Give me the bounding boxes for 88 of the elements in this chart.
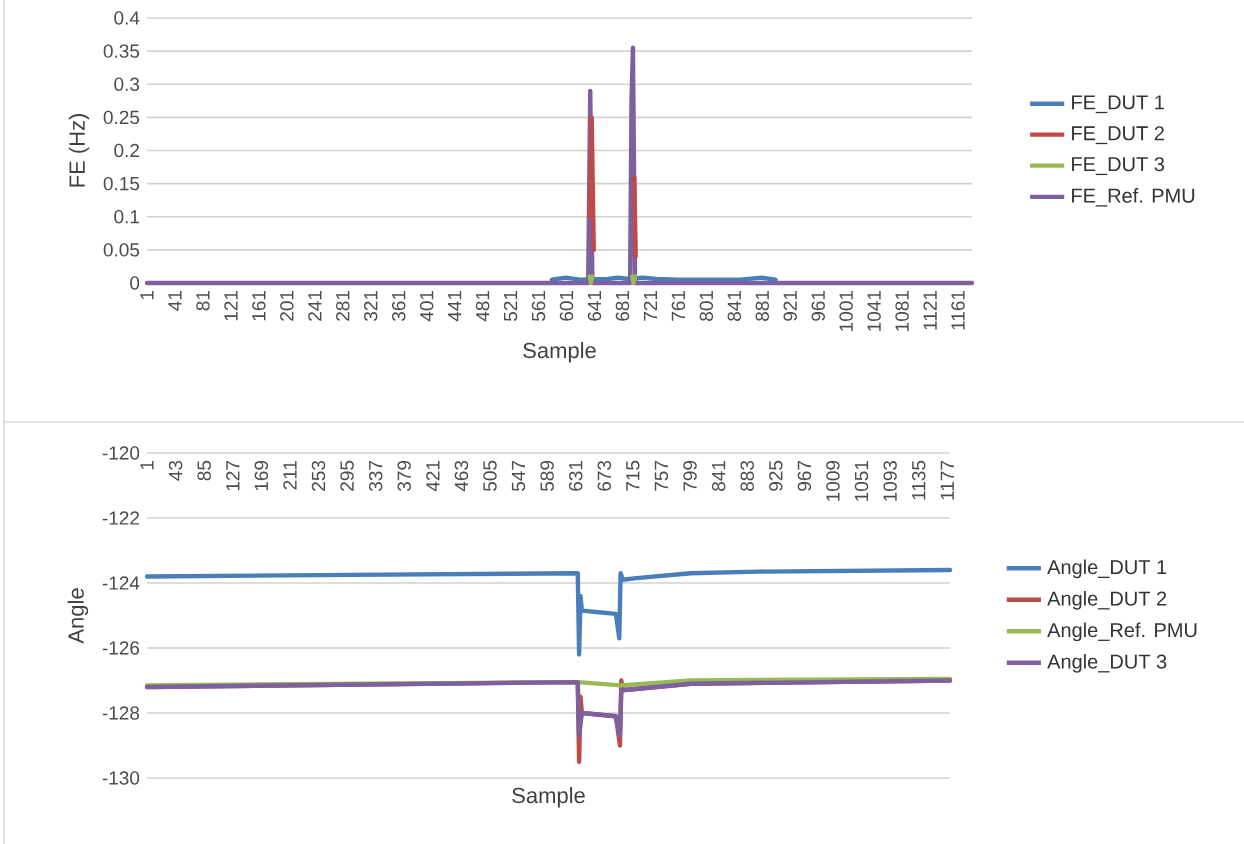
y-axis-title: FE (Hz) <box>68 113 90 187</box>
x-tick-label: 85 <box>197 460 211 481</box>
x-tick-label: 967 <box>797 460 812 491</box>
legend-label: FE_Ref. PMU <box>1072 188 1195 207</box>
y-tick-label: 0.2 <box>114 143 139 158</box>
x-axis-title: Sample <box>512 787 585 808</box>
x-tick-label: 1161 <box>951 290 965 330</box>
y-tick-label: -128 <box>102 706 140 720</box>
x-tick-label: 721 <box>643 291 658 321</box>
x-tick-label: 1121 <box>923 290 937 330</box>
x-tick-label: 337 <box>368 460 383 492</box>
legend-label: FE_DUT 2 <box>1072 126 1164 145</box>
x-tick-label: 1001 <box>839 291 853 331</box>
y-tick-label: -120 <box>102 446 140 460</box>
line-series <box>144 567 953 657</box>
x-tick-label: 321 <box>364 291 378 322</box>
x-tick-label: 441 <box>448 291 462 322</box>
x-tick-label: 1 <box>140 290 154 300</box>
x-tick-label: 921 <box>783 291 797 321</box>
x-tick-label: 361 <box>391 291 406 322</box>
x-tick-label: 881 <box>755 291 769 321</box>
y-tick-label: 0.05 <box>103 243 140 257</box>
x-tick-label: 1051 <box>854 461 869 501</box>
x-tick-label: 1009 <box>826 460 840 501</box>
x-tick-label: 1093 <box>883 460 897 501</box>
x-tick-label: 121 <box>224 291 238 321</box>
x-tick-label: 841 <box>711 460 726 491</box>
y-tick-label: 0.1 <box>114 210 139 224</box>
y-tick-label: -126 <box>102 641 140 655</box>
x-tick-label: 241 <box>308 291 322 321</box>
y-tick-label: -130 <box>102 771 140 785</box>
x-tick-label: 161 <box>252 291 266 321</box>
x-tick-label: 1135 <box>911 460 926 500</box>
y-tick-label: 0.15 <box>103 176 140 191</box>
x-tick-label: 253 <box>311 460 326 491</box>
x-tick-label: 589 <box>540 460 554 491</box>
legend-label: Angle_DUT 2 <box>1047 590 1167 610</box>
x-tick-label: 799 <box>683 460 697 491</box>
y-tick-label: 0.25 <box>103 110 140 125</box>
x-tick-label: 841 <box>727 291 742 321</box>
x-tick-label: 43 <box>168 460 183 481</box>
x-tick-label: 961 <box>811 291 825 321</box>
legend-label: Angle_DUT 1 <box>1047 559 1167 579</box>
x-tick-label: 883 <box>740 460 754 491</box>
x-tick-label: 631 <box>569 460 583 491</box>
x-tick-label: 925 <box>769 460 783 491</box>
x-tick-label: 421 <box>426 460 440 492</box>
x-tick-label: 641 <box>587 291 602 321</box>
y-tick-label: 0.35 <box>103 44 140 58</box>
x-tick-label: 281 <box>336 291 350 321</box>
x-tick-label: 761 <box>671 291 686 321</box>
x-tick-label: 1177 <box>940 460 954 500</box>
legend-label: Angle_Ref. PMU <box>1047 622 1197 642</box>
x-tick-label: 681 <box>615 291 630 321</box>
x-tick-label: 379 <box>397 460 411 492</box>
x-tick-label: 211 <box>283 460 297 490</box>
x-tick-label: 1 <box>140 460 154 470</box>
x-tick-label: 81 <box>196 290 210 311</box>
x-tick-label: 481 <box>475 291 490 322</box>
x-tick-label: 601 <box>559 291 574 321</box>
x-tick-label: 521 <box>503 291 518 321</box>
x-tick-label: 1081 <box>895 291 909 331</box>
y-tick-label: 0 <box>130 276 140 290</box>
y-tick-label: 0.4 <box>114 11 140 25</box>
x-tick-label: 127 <box>226 460 240 491</box>
x-tick-label: 463 <box>454 460 469 492</box>
legend-label: Angle_DUT 3 <box>1047 653 1167 673</box>
x-tick-label: 757 <box>654 460 669 491</box>
x-tick-label: 41 <box>168 290 182 311</box>
x-tick-label: 561 <box>531 291 546 321</box>
x-tick-label: 505 <box>483 460 497 491</box>
line-series <box>144 678 953 738</box>
x-tick-label: 295 <box>340 460 354 491</box>
x-tick-label: 1041 <box>867 291 881 331</box>
legend-label: FE_DUT 1 <box>1072 95 1164 114</box>
x-tick-label: 547 <box>511 460 526 491</box>
y-tick-label: -124 <box>102 576 140 590</box>
legend-label: FE_DUT 3 <box>1072 157 1165 176</box>
x-tick-label: 801 <box>699 291 714 321</box>
x-tick-label: 169 <box>254 460 269 491</box>
y-tick-label: -122 <box>102 511 139 525</box>
y-tick-label: 0.3 <box>114 77 140 91</box>
x-tick-label: 715 <box>626 460 640 491</box>
y-axis-title: Angle <box>67 588 89 644</box>
x-axis-title: Sample <box>523 342 596 363</box>
x-tick-label: 673 <box>597 460 612 491</box>
x-tick-label: 401 <box>419 291 434 322</box>
x-tick-label: 201 <box>280 291 294 321</box>
